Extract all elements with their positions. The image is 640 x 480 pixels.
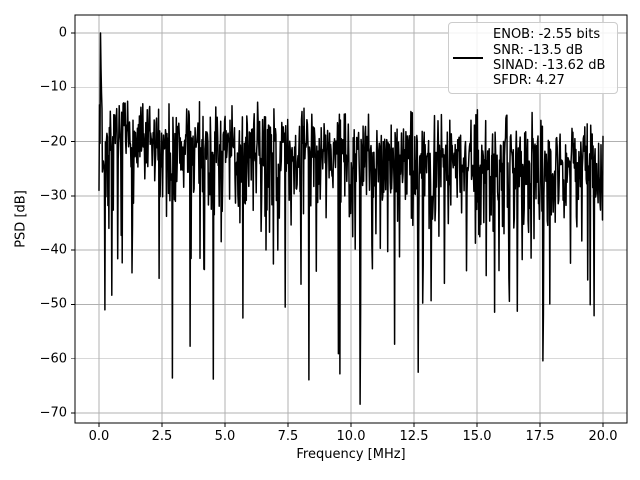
x-tick-label: 20.0 <box>588 429 618 444</box>
psd-trace <box>98 32 604 406</box>
y-tick-label: −10 <box>39 79 67 95</box>
y-axis-label: PSD [dB] <box>13 190 29 248</box>
y-tick-label: −30 <box>39 188 67 204</box>
x-tick-label: 15.0 <box>462 429 492 444</box>
x-tick-label: 17.5 <box>525 429 555 444</box>
x-tick-label: 12.5 <box>399 429 429 444</box>
legend-text-block: ENOB: -2.55 bits SNR: -13.5 dB SINAD: -1… <box>493 27 605 89</box>
legend-handle-line <box>453 57 483 59</box>
y-tick-label: −50 <box>39 296 67 312</box>
x-tick-label: 0.0 <box>88 429 110 444</box>
legend-metric-snr: SNR: -13.5 dB <box>493 42 584 58</box>
legend-metric-sfdr: SFDR: 4.27 <box>493 73 565 89</box>
x-tick-label: 5.0 <box>214 429 236 444</box>
legend-metric-enob: ENOB: -2.55 bits <box>493 27 601 43</box>
y-tick-label: −40 <box>39 242 67 258</box>
x-axis-label: Frequency [MHz] <box>296 447 406 462</box>
legend: ENOB: -2.55 bits SNR: -13.5 dB SINAD: -1… <box>448 22 618 94</box>
y-tick-label: −70 <box>39 405 67 421</box>
y-tick-label: −20 <box>39 134 67 150</box>
axis-ticks <box>71 32 604 427</box>
y-tick-label: −60 <box>39 351 67 367</box>
y-tick-label: 0 <box>58 25 67 41</box>
x-tick-label: 7.5 <box>277 429 299 444</box>
legend-metric-sinad: SINAD: -13.62 dB <box>493 58 606 73</box>
x-tick-label: 2.5 <box>151 429 173 444</box>
x-tick-label: 10.0 <box>336 429 366 444</box>
